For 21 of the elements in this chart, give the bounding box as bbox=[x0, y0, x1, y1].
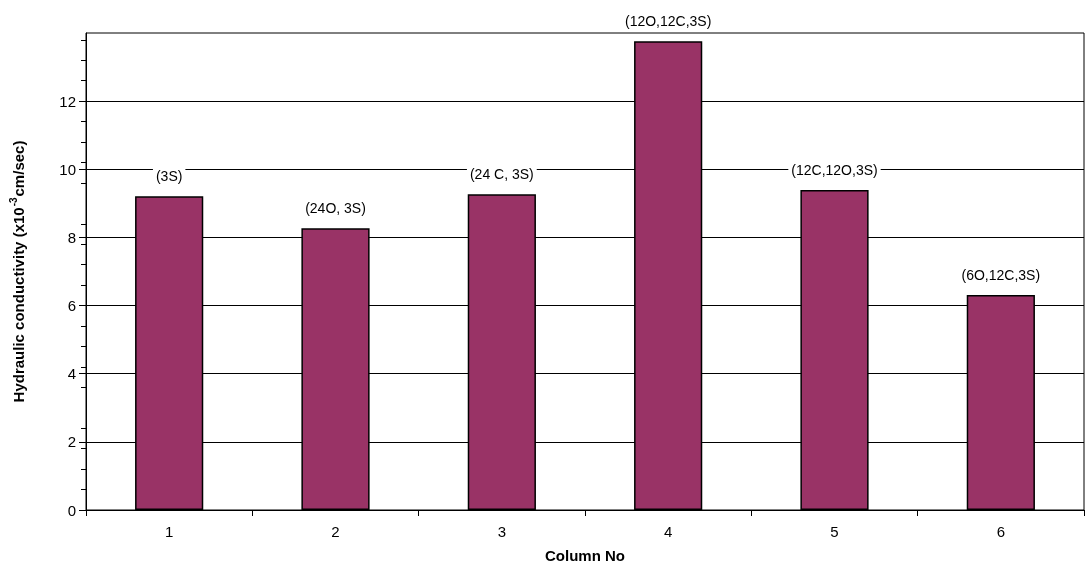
annotation: (3S) bbox=[155, 168, 183, 185]
y-tick-label: 4 bbox=[67, 365, 76, 383]
y-tick-label: 10 bbox=[59, 160, 76, 178]
annotation: (6O,12C,3S) bbox=[961, 267, 1041, 284]
x-tick-label: 5 bbox=[830, 523, 839, 540]
x-tick-label: 2 bbox=[331, 523, 340, 540]
x-tick-label: 3 bbox=[497, 523, 507, 540]
x-axis-title: Column No bbox=[545, 547, 625, 564]
annotation: (24 C, 3S) bbox=[469, 166, 534, 183]
annotation: (12C,12O,3S) bbox=[791, 162, 878, 179]
y-tick-label: 8 bbox=[67, 228, 76, 246]
text: (12O,12C,3S) bbox=[624, 13, 712, 30]
x-tick-label: 1 bbox=[164, 523, 174, 540]
y-tick-label: 6 bbox=[67, 297, 76, 315]
x-tick-label: 6 bbox=[996, 523, 1006, 540]
y-axis-title: Hydraulic conductivity (x10-3cm/sec) bbox=[7, 140, 27, 403]
x-tick-label: 4 bbox=[663, 523, 673, 540]
y-tick-label: 0 bbox=[67, 501, 76, 519]
annotation: (24O, 3S) bbox=[305, 200, 366, 217]
y-tick-label: 12 bbox=[59, 92, 76, 110]
y-tick-label: 2 bbox=[67, 433, 76, 451]
